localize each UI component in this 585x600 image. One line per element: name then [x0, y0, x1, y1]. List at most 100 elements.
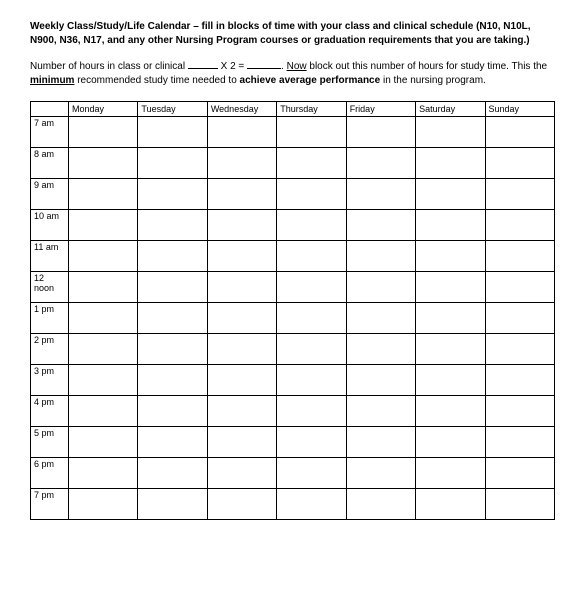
slot[interactable]: [138, 334, 207, 365]
slot[interactable]: [277, 365, 346, 396]
slot[interactable]: [277, 334, 346, 365]
slot[interactable]: [346, 489, 415, 520]
slot[interactable]: [138, 303, 207, 334]
slot[interactable]: [485, 365, 554, 396]
slot[interactable]: [346, 210, 415, 241]
slot[interactable]: [69, 179, 138, 210]
slot[interactable]: [416, 396, 485, 427]
slot[interactable]: [346, 303, 415, 334]
slot[interactable]: [138, 179, 207, 210]
slot[interactable]: [207, 148, 276, 179]
slot[interactable]: [416, 272, 485, 303]
slot[interactable]: [485, 489, 554, 520]
slot[interactable]: [277, 427, 346, 458]
slot[interactable]: [346, 334, 415, 365]
slot[interactable]: [207, 272, 276, 303]
slot[interactable]: [277, 489, 346, 520]
slot[interactable]: [485, 117, 554, 148]
slot[interactable]: [207, 210, 276, 241]
blank-result[interactable]: [247, 59, 281, 69]
slot[interactable]: [69, 489, 138, 520]
slot[interactable]: [416, 427, 485, 458]
slot[interactable]: [485, 458, 554, 489]
slot[interactable]: [69, 334, 138, 365]
slot[interactable]: [207, 427, 276, 458]
slot[interactable]: [138, 117, 207, 148]
slot[interactable]: [346, 396, 415, 427]
slot[interactable]: [207, 179, 276, 210]
slot[interactable]: [416, 303, 485, 334]
slot[interactable]: [346, 365, 415, 396]
table-row: 2 pm: [31, 334, 555, 365]
slot[interactable]: [69, 458, 138, 489]
page: Weekly Class/Study/Life Calendar – fill …: [0, 0, 585, 530]
slot[interactable]: [277, 117, 346, 148]
slot[interactable]: [138, 427, 207, 458]
slot[interactable]: [346, 272, 415, 303]
slot[interactable]: [207, 334, 276, 365]
slot[interactable]: [207, 489, 276, 520]
slot[interactable]: [69, 427, 138, 458]
slot[interactable]: [416, 334, 485, 365]
slot[interactable]: [138, 241, 207, 272]
slot[interactable]: [416, 489, 485, 520]
slot[interactable]: [416, 241, 485, 272]
slot[interactable]: [277, 210, 346, 241]
slot[interactable]: [346, 179, 415, 210]
slot[interactable]: [207, 117, 276, 148]
slot[interactable]: [138, 489, 207, 520]
slot[interactable]: [138, 148, 207, 179]
slot[interactable]: [69, 303, 138, 334]
instr-after-now: block out this number of hours for study…: [307, 61, 547, 72]
slot[interactable]: [416, 117, 485, 148]
slot[interactable]: [207, 458, 276, 489]
instr-tail: in the nursing program.: [380, 75, 486, 86]
slot[interactable]: [207, 396, 276, 427]
slot[interactable]: [138, 458, 207, 489]
blank-hours[interactable]: [188, 59, 218, 69]
slot[interactable]: [277, 458, 346, 489]
slot[interactable]: [416, 148, 485, 179]
slot[interactable]: [485, 241, 554, 272]
slot[interactable]: [485, 210, 554, 241]
slot[interactable]: [485, 303, 554, 334]
slot[interactable]: [207, 365, 276, 396]
slot[interactable]: [277, 303, 346, 334]
slot[interactable]: [416, 458, 485, 489]
slot[interactable]: [416, 210, 485, 241]
slot[interactable]: [69, 272, 138, 303]
slot[interactable]: [346, 458, 415, 489]
slot[interactable]: [69, 365, 138, 396]
table-row: 3 pm: [31, 365, 555, 396]
slot[interactable]: [69, 148, 138, 179]
slot[interactable]: [277, 272, 346, 303]
slot[interactable]: [138, 396, 207, 427]
slot[interactable]: [346, 241, 415, 272]
slot[interactable]: [207, 241, 276, 272]
slot[interactable]: [69, 210, 138, 241]
slot[interactable]: [416, 179, 485, 210]
slot[interactable]: [69, 241, 138, 272]
slot[interactable]: [69, 117, 138, 148]
slot[interactable]: [485, 334, 554, 365]
slot[interactable]: [485, 396, 554, 427]
slot[interactable]: [277, 241, 346, 272]
slot[interactable]: [207, 303, 276, 334]
slot[interactable]: [277, 396, 346, 427]
slot[interactable]: [69, 396, 138, 427]
slot[interactable]: [416, 365, 485, 396]
slot[interactable]: [138, 365, 207, 396]
slot[interactable]: [485, 148, 554, 179]
slot[interactable]: [346, 117, 415, 148]
slot[interactable]: [485, 427, 554, 458]
slot[interactable]: [485, 272, 554, 303]
slot[interactable]: [138, 210, 207, 241]
slot[interactable]: [485, 179, 554, 210]
slot[interactable]: [346, 427, 415, 458]
slot[interactable]: [277, 148, 346, 179]
instr-minimum: minimum: [30, 75, 74, 86]
slot[interactable]: [277, 179, 346, 210]
header-day: Monday: [69, 102, 138, 117]
slot[interactable]: [138, 272, 207, 303]
slot[interactable]: [346, 148, 415, 179]
